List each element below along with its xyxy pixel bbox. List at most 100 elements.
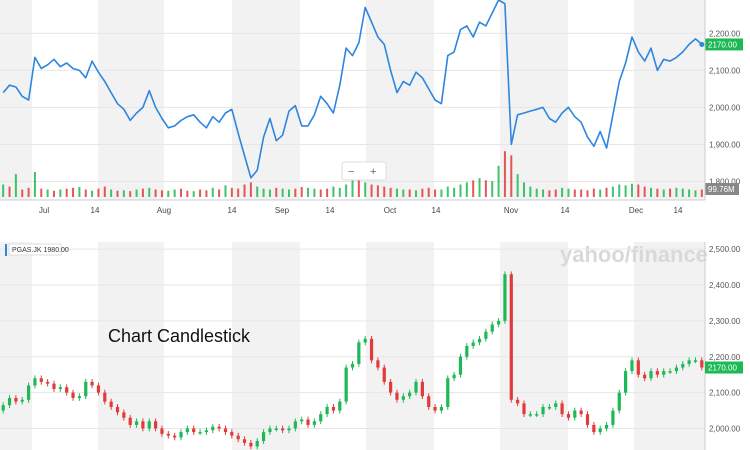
candle-body — [198, 432, 202, 434]
candle-body — [477, 338, 482, 343]
candle-body — [363, 338, 367, 343]
volume-bar — [97, 188, 100, 197]
price-line — [2, 0, 703, 179]
volume-bar — [59, 189, 62, 197]
bottom-y-tick-label: 2,500.00 — [709, 245, 741, 254]
candle-body — [369, 338, 374, 361]
top-y-tick-label: 2,200.00 — [709, 29, 741, 38]
volume-bar — [307, 187, 310, 197]
candle-body — [14, 398, 18, 402]
volume-bar — [478, 178, 481, 197]
volume-bar — [497, 165, 500, 197]
candle-body — [350, 363, 355, 368]
volume-bar — [224, 185, 227, 197]
volume-bar — [446, 186, 449, 197]
volume-bar — [681, 188, 684, 197]
candle-body — [122, 412, 126, 418]
candle-body — [230, 432, 234, 436]
candle-body — [427, 396, 431, 407]
x-axis-label: 14 — [326, 206, 335, 215]
top-y-tick-label: 2,000.00 — [709, 103, 741, 112]
volume-bar — [135, 189, 138, 197]
zoom-out-button[interactable]: − — [348, 166, 354, 178]
volume-bar — [548, 190, 551, 197]
candle-body — [382, 367, 386, 382]
candle-body — [439, 406, 444, 411]
volume-bar — [122, 190, 125, 197]
volume-bar — [573, 189, 576, 197]
candle-body — [325, 406, 329, 415]
volume-bar — [662, 189, 665, 197]
volume-bar — [78, 187, 81, 197]
candle-body — [90, 381, 94, 386]
volume-bar — [91, 190, 94, 197]
candle-body — [96, 385, 101, 393]
candle-body — [211, 426, 215, 431]
volume-bar — [637, 184, 640, 197]
volume-bar — [332, 186, 335, 197]
volume-bar — [370, 184, 373, 197]
volume-bar — [46, 189, 49, 197]
x-axis-label: Aug — [157, 206, 171, 215]
candle-body — [84, 381, 88, 397]
volume-badge-label: 99.76M — [708, 185, 735, 194]
top-band-1 — [98, 0, 164, 200]
volume-bar — [465, 182, 468, 197]
volume-bar — [148, 187, 151, 197]
volume-bar — [205, 190, 208, 197]
candle-body — [109, 401, 113, 407]
candle-body — [522, 403, 526, 415]
volume-bar — [535, 188, 538, 197]
candle-body — [554, 403, 558, 407]
candle-body — [223, 428, 228, 433]
candle-body — [687, 360, 691, 364]
top-band-2 — [232, 0, 300, 200]
volume-bar — [52, 190, 55, 197]
volume-bar — [472, 180, 475, 197]
candle-body — [579, 410, 583, 415]
candle-body — [236, 435, 240, 440]
volume-bar — [389, 187, 392, 197]
last-price-dot — [699, 41, 705, 47]
bottom-y-tick-label: 2,400.00 — [709, 281, 741, 290]
bottom-price-badge — [705, 361, 743, 374]
volume-bar — [300, 187, 303, 197]
candle-body — [154, 421, 158, 429]
volume-bar — [542, 189, 545, 197]
volume-bar — [84, 189, 87, 197]
candle-body — [395, 392, 399, 400]
volume-bar — [529, 186, 532, 197]
volume-bar — [65, 188, 68, 197]
zoom-in-button[interactable]: + — [370, 166, 376, 178]
candle-body — [617, 392, 621, 411]
candle-body — [217, 426, 221, 429]
volume-bar — [453, 187, 456, 197]
volume-bar — [281, 188, 284, 197]
candle-body — [128, 417, 132, 425]
volume-bar — [14, 174, 17, 197]
volume-bar — [33, 172, 36, 197]
candle-body — [287, 428, 291, 431]
candle-body — [516, 399, 520, 404]
candle-body — [160, 428, 164, 434]
volume-bar — [357, 180, 360, 197]
bottom-y-tick-label: 2,300.00 — [709, 317, 741, 326]
candle-body — [300, 419, 304, 422]
volume-bar — [503, 151, 506, 197]
candle-body — [503, 274, 507, 321]
candle-body — [509, 274, 513, 400]
candle-body — [58, 387, 62, 390]
candle-body — [700, 360, 704, 368]
volume-bar — [427, 187, 430, 197]
top-y-tick-label: 1,900.00 — [709, 140, 741, 149]
volume-bar — [351, 174, 354, 197]
top-band-4 — [500, 0, 568, 200]
volume-bar — [192, 191, 195, 197]
volume-bar — [700, 189, 703, 197]
top-band-5 — [634, 0, 705, 200]
volume-bar — [561, 187, 564, 197]
candle-body — [649, 371, 653, 379]
candle-body — [185, 428, 189, 433]
